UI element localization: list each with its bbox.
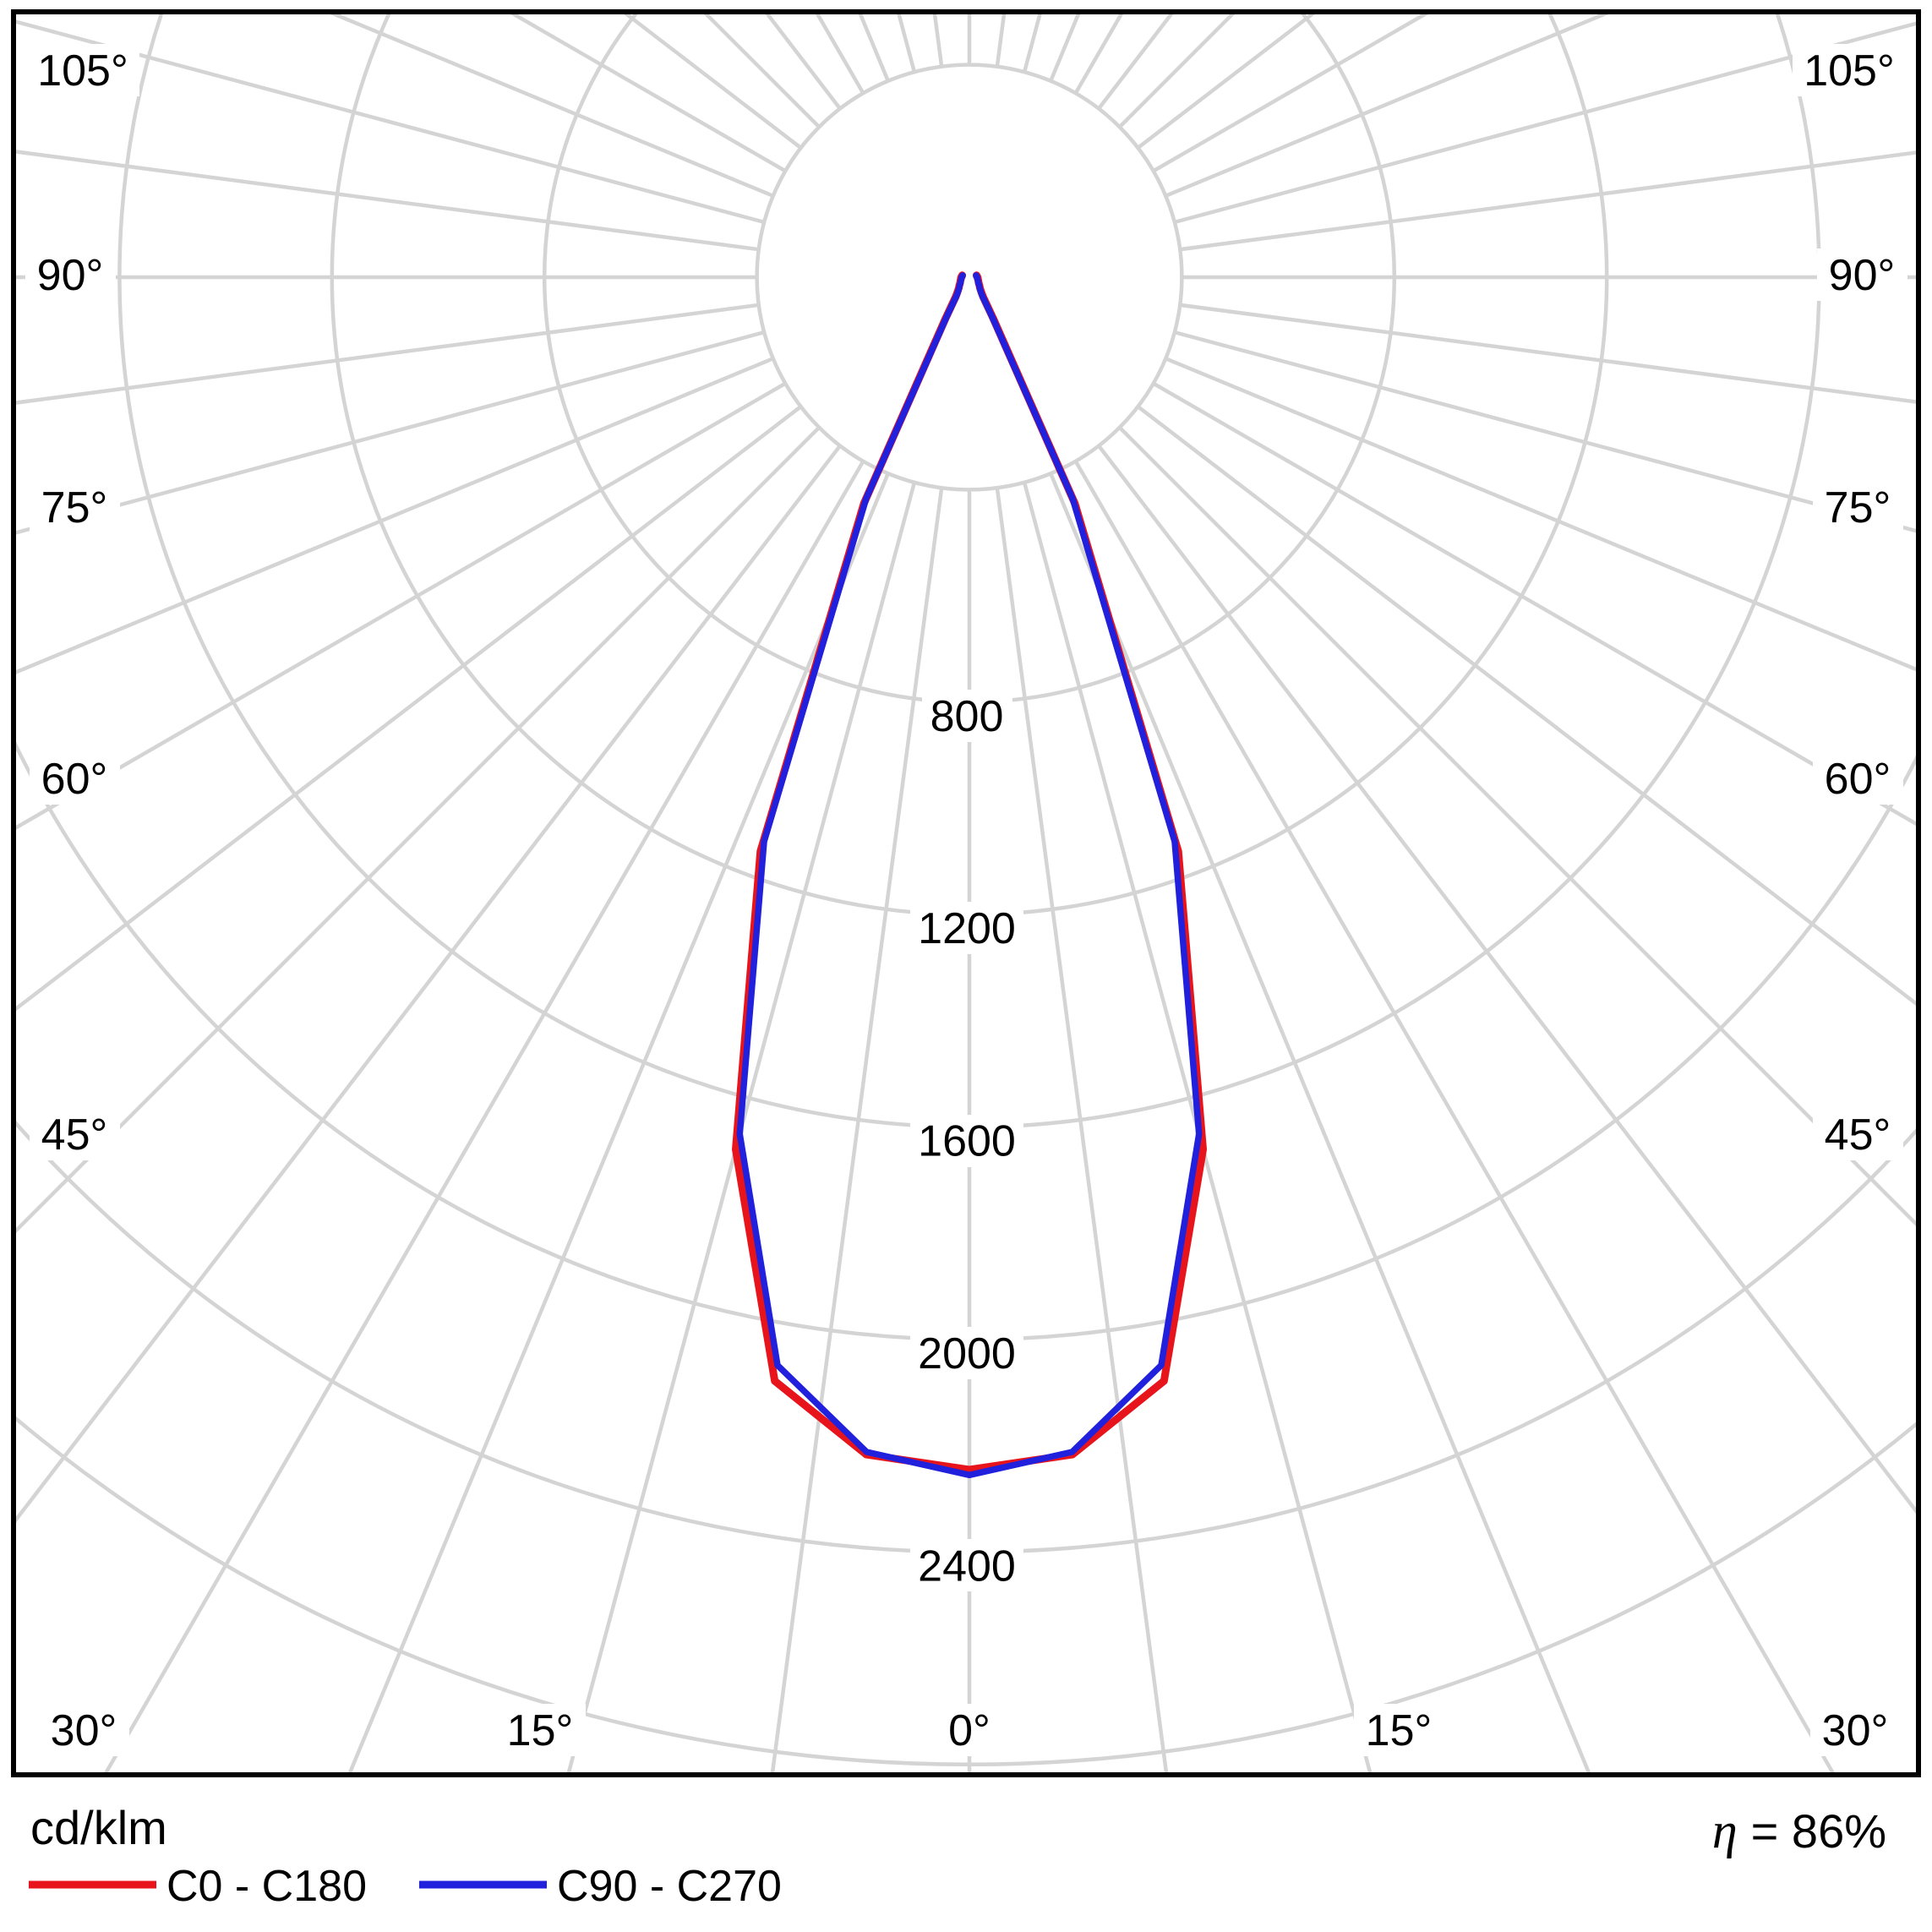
units-label: cd/klm (30, 1801, 167, 1854)
grid-ray-45 (1117, 425, 1918, 1230)
angle-tick-label-12-bg (1813, 481, 1903, 533)
legend-label-c90-c270: C90 - C270 (557, 1862, 782, 1911)
grid-ray-337.5 (347, 472, 890, 1775)
grid-ray-247.5 (324, 12, 774, 198)
angle-tick-label-9: 30° (1822, 1706, 1889, 1755)
ring-tick-label-4-bg (910, 1539, 1023, 1591)
ring-tick-label-3: 2000 (918, 1329, 1016, 1378)
angle-tick-label-6-bg (495, 1704, 586, 1756)
intensity-curves (732, 271, 1207, 1479)
grid-ray-67.5 (1165, 357, 1918, 673)
angle-tick-label-2: 75° (41, 483, 108, 532)
grid-ray-345 (565, 481, 917, 1775)
angle-tick-label-9-bg (1810, 1704, 1901, 1756)
grid-ray-315 (14, 425, 821, 1236)
grid-ray-300 (14, 381, 787, 832)
ring-tick-label-2-bg (910, 1115, 1023, 1167)
grid-ring-2400 (14, 1117, 1918, 1554)
angle-tick-label-14: 105° (1804, 46, 1895, 96)
intensity-curve-c90-c270 (736, 272, 1203, 1479)
ring-tick-label-1: 1200 (918, 904, 1016, 953)
eta-symbol: η (1712, 1803, 1738, 1858)
grid-ray-352.5 (770, 487, 944, 1775)
angle-tick-label-11-bg (1813, 752, 1903, 805)
angle-tick-label-10-bg (1813, 1108, 1903, 1160)
grid-ray-277.5 (14, 303, 760, 406)
grid-ring-400 (755, 63, 1184, 492)
angle-tick-label-10: 45° (1825, 1111, 1891, 1160)
grid-ray-7.5 (995, 487, 1169, 1775)
angle-tick-label-5-bg (39, 1704, 129, 1756)
angle-tick-label-1: 90° (37, 251, 104, 300)
grid-ring-2800 (14, 1413, 1918, 1766)
grid-ray-37.5 (1097, 444, 1918, 1518)
angle-tick-label-12: 75° (1825, 483, 1891, 532)
grid-ray-307.5 (14, 405, 803, 1013)
angle-tick-label-13: 90° (1829, 251, 1896, 300)
angle-tick-label-2-bg (30, 481, 120, 533)
angle-tick-label-0-bg (26, 44, 139, 96)
grid-ray-22.5 (1049, 472, 1592, 1775)
grid-ray-105 (1173, 20, 1918, 225)
grid-ray-97.5 (1179, 150, 1918, 252)
grid-ray-292.5 (14, 357, 774, 675)
legend-label-c0-c180: C0 - C180 (166, 1862, 367, 1911)
angle-tick-label-6: 15° (507, 1706, 574, 1755)
grid-ray-322.5 (14, 444, 842, 1526)
angle-tick-label-7-bg (936, 1704, 1003, 1756)
grid-ray-112.5 (1165, 12, 1615, 198)
grid-ray-52.5 (1136, 405, 1918, 1008)
angle-tick-label-5: 30° (51, 1706, 117, 1755)
efficiency-label: η = 86% (1712, 1803, 1886, 1858)
angle-tick-label-8-bg (1354, 1704, 1444, 1756)
grid-ray-262.5 (14, 149, 760, 252)
tick-labels: 105° 90° 75° 60° 45° 30° 15° 0° 15° 30° 45° 60° 75° 9… (25, 44, 1907, 1756)
angle-tick-label-4: 45° (41, 1111, 108, 1160)
grid-ray-15 (1022, 481, 1373, 1775)
ring-tick-label-3-bg (910, 1327, 1023, 1379)
efficiency-value: = 86% (1751, 1804, 1886, 1858)
angle-tick-label-13-bg (1817, 248, 1907, 301)
ring-tick-label-1-bg (910, 902, 1023, 954)
grid-ray-255 (14, 19, 766, 225)
angle-tick-label-14-bg (1793, 44, 1906, 96)
grid-ray-330 (102, 460, 865, 1775)
grid-ray-285 (14, 330, 766, 536)
angle-tick-label-7: 0° (948, 1706, 991, 1755)
angle-tick-label-0: 105° (37, 46, 128, 96)
ring-tick-label-0: 800 (931, 692, 1004, 741)
grid-ray-60 (1152, 381, 1918, 827)
grid-ray-82.5 (1179, 303, 1918, 405)
grid-ray-75 (1173, 330, 1918, 534)
plot-border (11, 9, 1921, 1777)
angle-tick-label-4-bg (30, 1108, 120, 1160)
ring-tick-label-0-bg (922, 690, 1012, 742)
ring-tick-label-4: 2400 (918, 1542, 1016, 1591)
angle-tick-label-11: 60° (1825, 755, 1891, 804)
angle-tick-label-3-bg (30, 752, 120, 805)
grid-ray-30 (1073, 460, 1836, 1775)
angle-tick-label-3: 60° (41, 755, 108, 804)
ring-tick-label-2: 1600 (918, 1117, 1016, 1166)
angle-tick-label-1-bg (25, 248, 116, 301)
angle-tick-label-8: 15° (1366, 1706, 1433, 1755)
